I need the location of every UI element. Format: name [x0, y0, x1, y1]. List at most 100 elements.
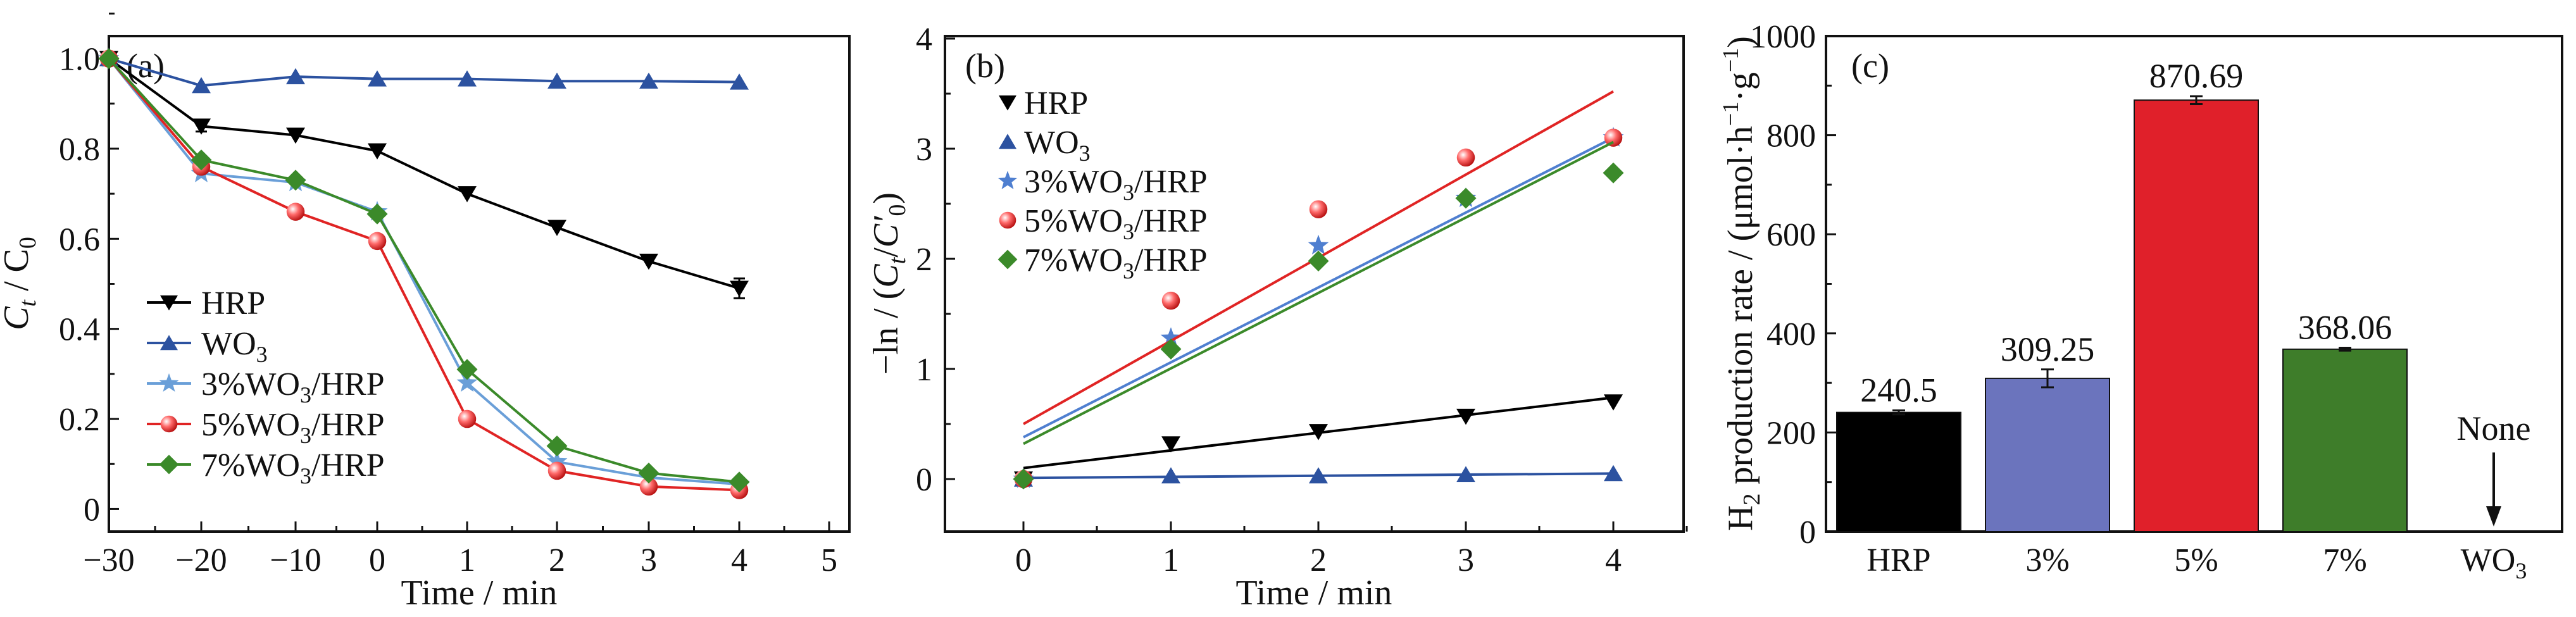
panel-b-point-3-wo3-hrp [1308, 234, 1329, 255]
panel-a-point-wo3 [730, 73, 749, 90]
panel-b-point-wo3 [1309, 467, 1328, 483]
panel-a-y-tick-label: 0 [84, 492, 100, 528]
panel-c-y-tick-label: 400 [1766, 316, 1816, 352]
panel-b-point-7-wo3-hrp [1603, 162, 1624, 184]
panel-a-point-wo3 [192, 77, 211, 94]
panel-b-legend-label: WO3 [1024, 125, 1091, 166]
panel-b-legend-marker [999, 95, 1016, 111]
panel-a-x-tick-label: 5 [821, 542, 837, 578]
panel-b-legend-marker [997, 249, 1018, 270]
panel-c-bar-group-wo3: WO3 [2461, 542, 2527, 583]
panel-b-point-7-wo3-hrp [1160, 339, 1182, 360]
panel-b-point-3-wo3-hrp [1160, 327, 1182, 347]
panel-c-bar-hrp [1836, 411, 1961, 532]
panel-b-frame [944, 35, 1685, 533]
panel-a-legend-marker [160, 335, 178, 351]
panel-b-legend-label: 5%WO3/HRP [1024, 203, 1208, 244]
panel-a-point-hrp [547, 220, 566, 237]
panel-a-line-5-wo3-hrp [108, 58, 740, 492]
panel-b-point-5-wo3-hrp [1604, 128, 1623, 147]
panel-b-legend-marker [997, 170, 1018, 189]
panel-a-legend-label: 7%WO3/HRP [201, 447, 385, 489]
panel-b-y-axis-label: −ln / (Ct/C′0) [866, 192, 911, 375]
panel-a-x-tick-label: −30 [83, 542, 134, 578]
panel-b-x-axis-label: Time / min [1236, 573, 1392, 613]
panel-b-series-7-wo3-hrp [1013, 140, 1624, 490]
panel-c-y-tick-label: 200 [1766, 415, 1816, 451]
panel-b-point-7-wo3-hrp [1013, 468, 1034, 490]
panel-c-y-tick-label: 800 [1766, 118, 1816, 154]
panel-b-point-5-wo3-hrp [1309, 200, 1328, 218]
panel-c-x-tick-label: 3% [2025, 542, 2069, 578]
panel-a-point-hrp [192, 118, 211, 135]
panel-a-point-7-wo3-hrp [638, 462, 660, 483]
panel-b-point-hrp [1456, 408, 1475, 425]
panel-b-fit-line-3-wo3-hrp [1023, 136, 1614, 439]
panel-b-point-5-wo3-hrp [1456, 148, 1475, 167]
panel-a-point-7-wo3-hrp [366, 203, 388, 225]
panel-b-label: (b) [965, 47, 1005, 85]
panel-a-legend-marker [160, 295, 178, 311]
panel-b-y-tick-label: 2 [916, 242, 932, 278]
panel-c-label: (c) [1851, 47, 1889, 85]
panel-a-x-tick-label: −10 [270, 542, 321, 578]
panel-a-legend-marker [159, 373, 179, 392]
panel-c-annotation-arrow-head [2486, 506, 2501, 527]
panel-b-x-tick-label: 3 [1458, 542, 1474, 578]
panel-c-value-label: 368.06 [2298, 308, 2392, 346]
panel-c-x-tick-label: WO3 [2461, 542, 2527, 583]
panel-b-point-hrp [1161, 436, 1180, 452]
panel-a-point-wo3 [639, 72, 658, 89]
panel-b-legend-label: HRP [1024, 85, 1088, 122]
panel-a-point-hrp [639, 253, 658, 270]
panel-a-point-7-wo3-hrp [728, 471, 750, 493]
panel-a-legend-label: HRP [201, 285, 265, 321]
panel-c-x-tick-label: 7% [2323, 542, 2367, 578]
panel-c-bar-7 [2282, 348, 2408, 532]
panel-a-point-wo3 [286, 68, 305, 85]
panel-c-value-label: 309.25 [2001, 330, 2095, 368]
panel-c-chart: (c) 0 200 400 600 800 1000 240.5 HRP 309.25 3% 87… [1718, 19, 2563, 583]
panel-c-bar-group-hrp: 240.5 HRP [1836, 371, 1961, 578]
panel-a-series-3-wo3-hrp [98, 47, 750, 494]
panel-a-legend-label: 5%WO3/HRP [201, 407, 385, 448]
panel-c-y-tick-label: 1000 [1750, 19, 1816, 55]
panel-a-point-7-wo3-hrp [98, 48, 120, 70]
panel-a-point-5-wo3-hrp [368, 232, 387, 251]
panel-a-point-hrp [286, 127, 305, 144]
panel-a-point-5-wo3-hrp [547, 461, 566, 480]
panel-a-y-tick-label: 0.8 [59, 132, 100, 168]
panel-a-point-3-wo3-hrp [546, 451, 568, 471]
panel-b-y-tick-label: 3 [916, 132, 932, 168]
panel-a-point-wo3 [547, 72, 566, 89]
panel-c-y-tick-label: 600 [1766, 217, 1816, 253]
panel-b-point-wo3 [1604, 464, 1623, 482]
panel-a-y-tick-label: 1.0 [59, 42, 100, 78]
panel-a-x-tick-label: 3 [641, 542, 657, 578]
panel-a-point-7-wo3-hrp [191, 149, 212, 171]
panel-b-y-tick-label: 0 [916, 462, 932, 498]
panel-b-x-tick-label: 2 [1310, 542, 1327, 578]
panel-a-line-hrp [108, 57, 740, 290]
panel-b-point-5-wo3-hrp [1161, 291, 1180, 310]
panel-a-series-7-wo3-hrp [98, 48, 750, 493]
panel-a-x-tick-label: 0 [369, 542, 385, 578]
panel-b-y-tick-label: 1 [916, 352, 932, 388]
panel-b-point-wo3 [1161, 467, 1180, 483]
panel-b-point-wo3 [1456, 466, 1475, 483]
panel-a-x-tick-label: 1 [459, 542, 475, 578]
panel-c-bar-3 [1985, 377, 2110, 532]
panel-b-y-tick-label: 4 [916, 22, 932, 58]
panel-a-point-wo3 [458, 70, 477, 87]
panel-b-point-7-wo3-hrp [1308, 250, 1329, 271]
panel-a-y-tick-label: 0.6 [59, 221, 100, 258]
panel-a-x-tick-label: 4 [731, 542, 747, 578]
panel-c-x-tick-label: 5% [2174, 542, 2218, 578]
panel-b-point-7-wo3-hrp [1455, 187, 1477, 209]
panel-b-x-tick-label: 1 [1163, 542, 1179, 578]
panel-a-point-hrp [730, 280, 749, 297]
panel-b-fit-line-7-wo3-hrp [1023, 140, 1614, 446]
panel-a-point-3-wo3-hrp [456, 371, 478, 392]
panel-a-point-hrp [458, 186, 477, 203]
